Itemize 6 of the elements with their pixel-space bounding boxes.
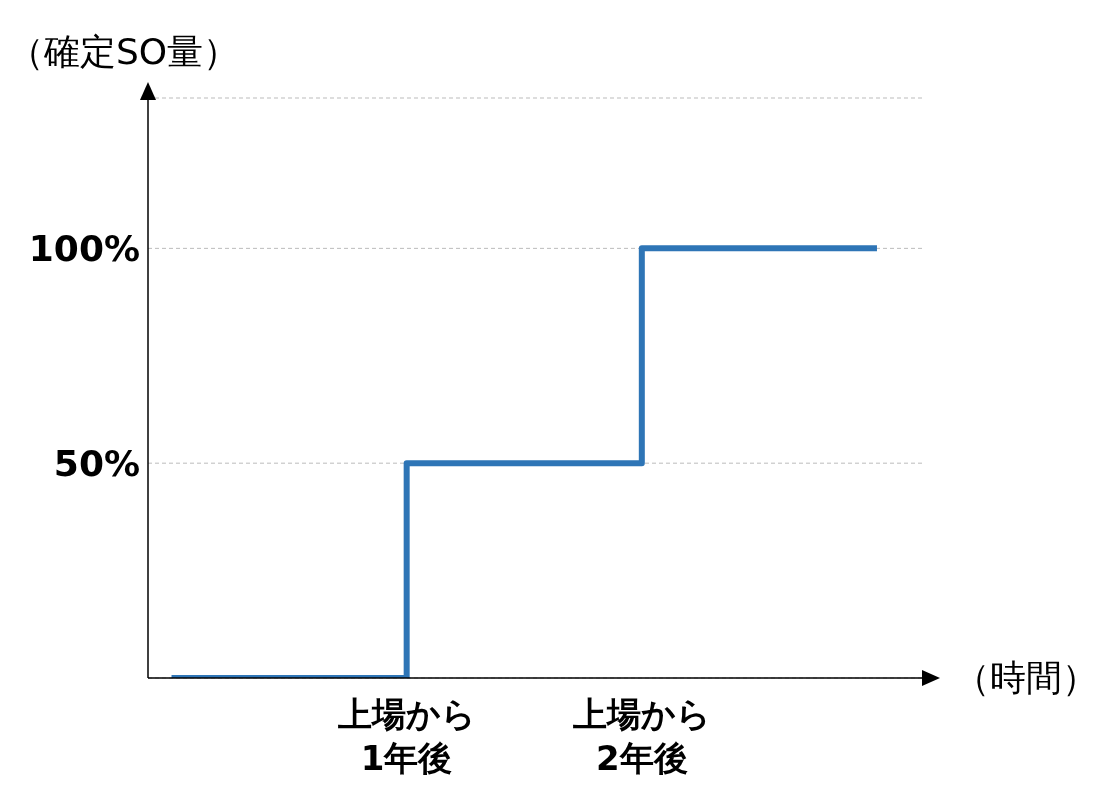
x-tick-label: 上場から2年後 [571, 694, 711, 778]
y-axis-title: （確定SO量） [8, 30, 240, 74]
y-tick-label: 100% [28, 228, 140, 270]
x-axis-title: （時間） [954, 656, 1098, 700]
y-tick-label: 50% [53, 442, 140, 484]
x-tick-label: 上場から1年後 [336, 694, 476, 778]
